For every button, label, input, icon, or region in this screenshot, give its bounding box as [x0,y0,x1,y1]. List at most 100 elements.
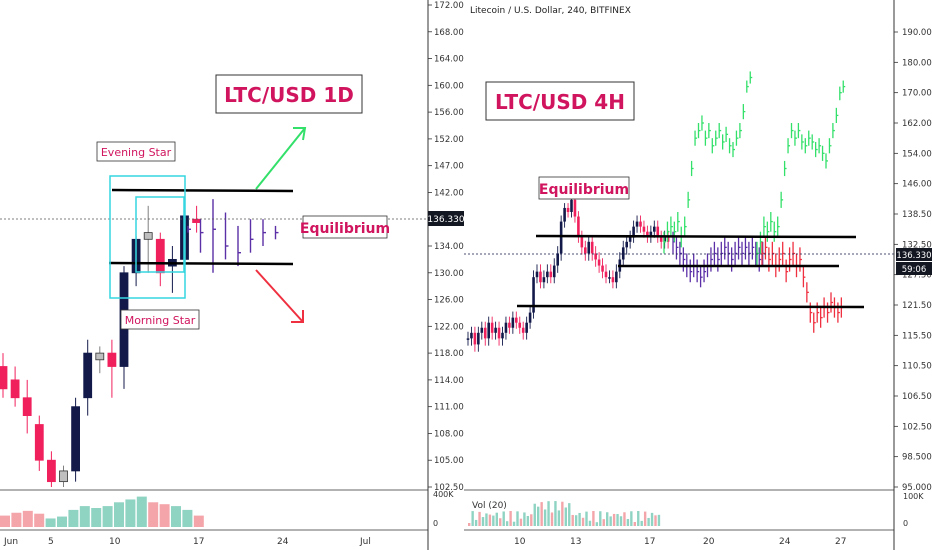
evening-star-label-box [96,141,176,162]
left-pane: 172.000 168.000 164.000 160.000 156.000 152.0… [0,0,469,550]
right-volume-bar [561,501,564,526]
left-y-tick-label: 152.000 [434,135,469,145]
down-arrow [255,269,304,323]
left-pane-bg [0,0,428,550]
right-hist-body [653,226,656,232]
right-hist-body [535,271,539,278]
left-y-tick-label: 111.000 [434,403,469,413]
left-title-label: LTC/USD 1D [215,74,363,114]
right-hist-body [525,322,528,333]
left-volume-bar [79,506,90,527]
left-y-tick-label: 114.000 [434,376,469,386]
left-volume [0,496,204,527]
right-hist-body [639,221,642,227]
left-candle-body [59,470,68,483]
right-price-tag-text: 136.330 [896,251,931,261]
right-volume-bar [599,511,602,526]
right-volume-bar [626,519,630,526]
left-candle-body [71,406,80,472]
right-hist-body [597,259,601,266]
right-pane: 190.000 180.000 170.000 162.000 154.000 146.0… [464,0,932,550]
right-volume-bar [512,521,516,526]
left-volume-bar [91,508,102,527]
left-y-ticks: 172.000 168.000 164.000 160.000 156.000 152.0… [428,1,469,493]
right-volume-bar [637,511,640,526]
right-volume-bar [602,519,605,526]
right-volume-bar [574,515,578,526]
evening-star-text: Evening Star [101,146,172,159]
left-volume-bar [136,496,147,527]
left-price-tag-text: 136.330 [427,215,464,225]
left-y-tick-label: 102.500 [434,483,469,493]
left-y-tick-label: 134.000 [434,242,469,252]
right-hist-body [483,327,487,339]
left-x-ticks: Jun 5 10 17 24 Jul [3,537,371,547]
left-title-text: LTC/USD 1D [224,83,354,107]
right-title-box [485,81,635,121]
right-volume-bar [471,511,474,526]
right-hist-body [580,236,584,248]
right-vol-tick-zero: 0 [903,519,908,528]
right-price-tag [896,248,932,261]
right-hist-body [528,312,532,323]
right-volume-bar [550,512,554,526]
right-volume-bar [585,511,588,526]
right-volume-bar [537,506,540,526]
right-y-tick-label: 121.500 [902,301,932,311]
right-volume-bar [533,503,536,526]
right-volume-bar [650,512,654,526]
right-y-tick-label: 162.000 [902,119,932,129]
right-volume-bar [495,512,498,526]
right-hist-body [559,221,563,254]
right-hist-body [642,226,646,232]
evening-star-label: Evening Star [96,141,176,162]
right-hist-body [621,247,625,260]
left-candle-body [47,459,56,483]
right-y-tick-label: 106.500 [902,392,932,402]
left-x-tick-jul: Jul [359,537,371,547]
right-x-ticks: 10 13 17 20 24 27 [514,537,846,547]
right-volume-bar [554,501,557,526]
right-x-tick-17: 17 [644,537,655,547]
right-hist-body [635,221,639,227]
right-y-tick-label: 115.500 [902,331,932,341]
right-equilibrium-box [538,176,630,200]
right-hist-body [497,327,501,339]
right-y-ticks: 190.000 180.000 170.000 162.000 154.000 146.0… [894,28,932,493]
right-volume-bar [492,515,495,526]
left-y-tick-label: 160.000 [434,81,469,91]
right-hist-body [608,277,611,279]
right-y-tick-label: 146.000 [902,180,932,190]
left-y-tick-label: 172.000 [434,1,469,11]
right-upper-level [535,234,857,239]
right-volume-bar [619,516,623,526]
right-hist-body [587,241,591,254]
right-volume-bar [606,512,609,526]
right-volume-bar [640,520,643,526]
right-hist-body [615,271,618,283]
right-hist-body [590,241,594,254]
right-volume-bar [557,510,561,526]
left-volume-bar [68,509,79,527]
left-y-tick-label: 168.000 [434,28,469,38]
left-y-tick-label: 126.000 [434,296,469,306]
right-volume-bar [505,521,509,526]
right-hist-body [659,236,663,242]
right-hist-body [570,199,573,212]
right-volume-bar [571,514,574,526]
left-candle-body [83,352,93,399]
up-arrow [255,127,307,190]
left-x-tick-jun: Jun [3,537,18,547]
left-candle-body [22,397,32,416]
right-x-tick-10: 10 [514,537,526,547]
right-volume-bar [516,511,519,526]
right-volume-bar [595,522,599,526]
right-hist-body [549,271,553,278]
right-equilibrium-text: Equilibrium [539,182,629,198]
right-y-tick-label: 102.500 [902,422,932,432]
left-x-tick-24: 24 [277,537,289,547]
right-volume-bar [502,511,505,526]
morning-star-box [135,196,185,273]
right-hist-body [552,265,556,278]
